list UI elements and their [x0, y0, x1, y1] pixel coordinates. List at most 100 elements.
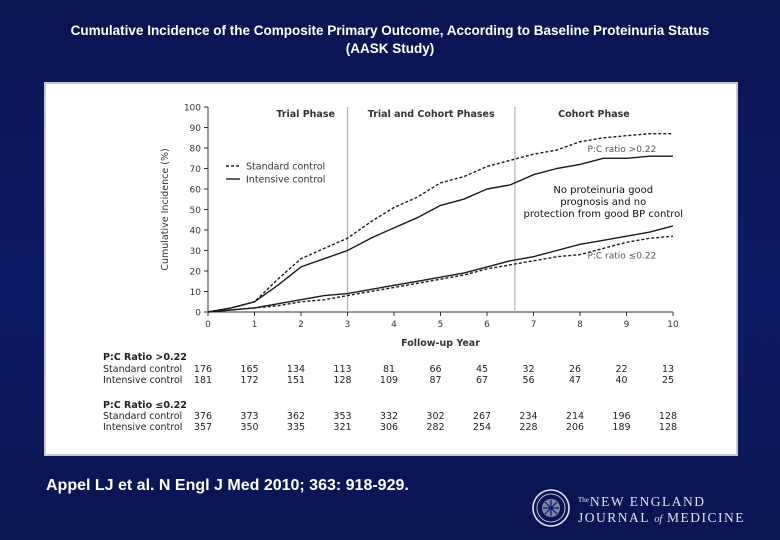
risk-count: 67: [476, 375, 488, 386]
risk-row-label: Intensive control: [103, 375, 182, 386]
nejm-medicine: MEDICINE: [667, 510, 746, 525]
risk-count: 109: [380, 375, 398, 386]
risk-count: 113: [333, 364, 351, 375]
nejm-line1: NEW ENGLAND: [589, 494, 706, 509]
x-tick-label: 1: [252, 320, 258, 330]
legend-label: Standard control: [246, 162, 325, 173]
risk-count: 87: [429, 375, 441, 386]
risk-count: 234: [519, 411, 537, 422]
x-tick-label: 8: [577, 320, 583, 330]
risk-group-header: P:C Ratio ≤0.22: [103, 400, 187, 411]
y-tick-label: 20: [190, 268, 202, 278]
risk-count: 32: [522, 364, 534, 375]
risk-count: 181: [194, 375, 212, 386]
risk-count: 165: [240, 364, 258, 375]
nejm-of: of: [654, 514, 663, 525]
series-line-dashed: [207, 235, 674, 313]
x-axis-label: Follow-up Year: [401, 338, 480, 349]
risk-count: 45: [476, 364, 488, 375]
risk-count: 214: [566, 411, 584, 422]
y-tick-label: 100: [184, 104, 201, 114]
citation: Appel LJ et al. N Engl J Med 2010; 363: …: [46, 477, 409, 494]
risk-count: 66: [429, 364, 441, 375]
risk-row-label: Intensive control: [103, 422, 182, 433]
x-tick-label: 3: [345, 320, 351, 330]
legend-label: Intensive control: [246, 175, 325, 186]
risk-count: 26: [569, 364, 581, 375]
risk-count: 22: [615, 364, 627, 375]
risk-count: 267: [473, 411, 491, 422]
risk-count: 128: [659, 411, 677, 422]
x-tick-label: 5: [438, 320, 444, 330]
risk-count: 189: [612, 422, 630, 433]
risk-count: 47: [569, 375, 581, 386]
x-tick-label: 6: [484, 320, 490, 330]
y-tick-label: 80: [190, 145, 202, 155]
risk-count: 228: [519, 422, 537, 433]
series-line-solid: [207, 155, 673, 313]
risk-count: 13: [662, 364, 674, 375]
risk-count: 306: [380, 422, 398, 433]
callout-text-line: No proteinuria good: [553, 185, 653, 196]
phase-label: Cohort Phase: [558, 109, 630, 120]
series-line-solid: [207, 225, 674, 313]
risk-count: 254: [473, 422, 491, 433]
y-axis-label: Cumulative Incidence (%): [160, 148, 171, 270]
slide-title-line2: (AASK Study): [345, 41, 435, 56]
y-tick-label: 10: [190, 288, 202, 298]
nejm-journal: JOURNAL: [578, 510, 650, 525]
risk-count: 282: [426, 422, 444, 433]
risk-group-header: P:C Ratio >0.22: [103, 352, 187, 363]
nejm-wordmark: TheNEW ENGLAND JOURNAL of MEDICINE: [578, 492, 745, 528]
curve-annotation: P:C ratio ≤0.22: [587, 252, 656, 262]
nejm-seal-logo: [532, 489, 570, 527]
x-tick-label: 10: [667, 320, 679, 330]
risk-count: 176: [194, 364, 212, 375]
y-tick-label: 50: [190, 206, 202, 216]
x-tick-label: 9: [624, 320, 630, 330]
series-line-dashed: [207, 133, 673, 313]
y-tick-label: 60: [190, 186, 202, 196]
y-tick-label: 70: [190, 165, 202, 175]
x-tick-label: 4: [391, 320, 397, 330]
nejm-the: The: [578, 496, 589, 504]
risk-count: 151: [287, 375, 305, 386]
risk-count: 196: [612, 411, 630, 422]
x-tick-label: 0: [205, 320, 211, 330]
risk-count: 362: [287, 411, 305, 422]
risk-row-label: Standard control: [103, 411, 182, 422]
risk-count: 128: [333, 375, 351, 386]
risk-count: 25: [662, 375, 674, 386]
phase-label: Trial Phase: [276, 109, 335, 120]
risk-count: 206: [566, 422, 584, 433]
risk-count: 321: [333, 422, 351, 433]
risk-count: 332: [380, 411, 398, 422]
x-tick-label: 2: [298, 320, 304, 330]
risk-count: 81: [383, 364, 395, 375]
risk-count: 373: [240, 411, 258, 422]
curve-annotation: P:C ratio >0.22: [587, 145, 656, 155]
x-tick-label: 7: [531, 320, 537, 330]
risk-count: 357: [194, 422, 212, 433]
risk-count: 353: [333, 411, 351, 422]
y-tick-label: 90: [190, 124, 202, 134]
risk-count: 335: [287, 422, 305, 433]
slide-title: Cumulative Incidence of the Composite Pr…: [20, 22, 760, 58]
y-tick-label: 0: [195, 309, 201, 319]
risk-count: 56: [522, 375, 534, 386]
risk-count: 376: [194, 411, 212, 422]
risk-count: 302: [426, 411, 444, 422]
slide-title-line1: Cumulative Incidence of the Composite Pr…: [70, 23, 710, 38]
risk-count: 350: [240, 422, 258, 433]
figure-panel: 0 10 20 30 40 50 60 70 80 90 100 0 1 2 3 4 5 6 7 8 9 10 Cumula…: [44, 82, 738, 456]
risk-count: 40: [615, 375, 627, 386]
risk-row-label: Standard control: [103, 364, 182, 375]
y-tick-label: 40: [190, 227, 202, 237]
risk-count: 128: [659, 422, 677, 433]
callout-text-line: protection from good BP control: [523, 209, 683, 220]
phase-label: Trial and Cohort Phases: [368, 109, 495, 120]
risk-count: 134: [287, 364, 305, 375]
risk-count: 172: [240, 375, 258, 386]
callout-text-line: prognosis and no: [560, 197, 646, 208]
